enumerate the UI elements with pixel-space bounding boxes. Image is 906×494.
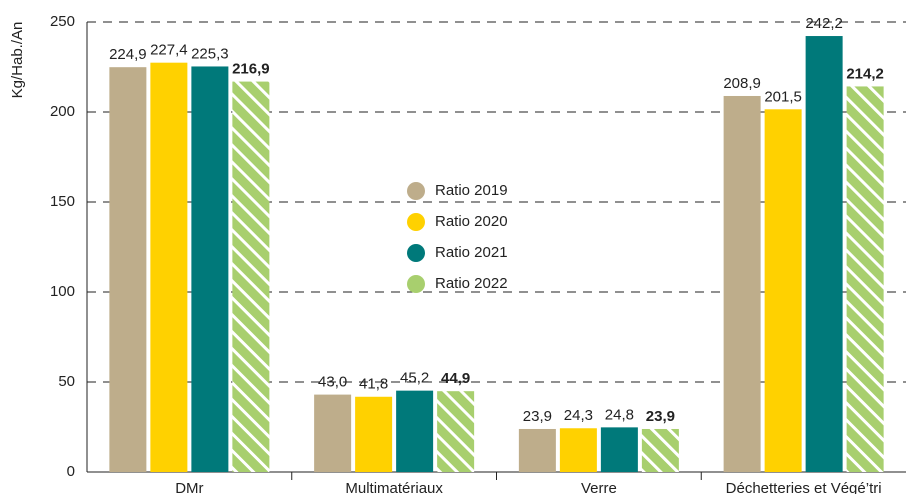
bar [109, 67, 147, 473]
value-label: 24,3 [564, 407, 593, 424]
value-label: 43,0 [318, 374, 347, 391]
y-tick-label: 250 [50, 13, 75, 30]
bar [764, 109, 802, 473]
y-tick-label: 50 [58, 373, 75, 390]
bar [723, 95, 761, 472]
bar [396, 390, 434, 472]
value-label: 201,5 [764, 88, 802, 105]
value-label: 242,2 [805, 15, 843, 32]
bar [641, 428, 679, 472]
bar [191, 66, 229, 473]
value-label: 216,9 [232, 61, 270, 78]
value-label: 41,8 [359, 376, 388, 393]
legend-label: Ratio 2020 [435, 213, 508, 230]
y-axis-label: Kg/Hab./An [9, 22, 26, 99]
value-label: 225,3 [191, 45, 229, 62]
x-tick-label: DMr [175, 480, 203, 494]
value-label: 208,9 [723, 75, 761, 92]
y-tick-label: 150 [50, 193, 75, 210]
bar [805, 36, 843, 472]
legend-swatch [407, 213, 425, 231]
legend-swatch [407, 244, 425, 262]
x-tick-label: Multimatériaux [345, 480, 443, 494]
bar [232, 81, 270, 472]
bar [150, 62, 188, 473]
bar [314, 394, 352, 472]
value-label: 224,9 [109, 46, 147, 63]
value-label: 227,4 [150, 42, 188, 59]
bar [559, 428, 597, 472]
bar [355, 396, 393, 472]
y-tick-label: 100 [50, 283, 75, 300]
legend-label: Ratio 2022 [435, 275, 508, 292]
y-tick-label: 200 [50, 103, 75, 120]
y-tick-label: 0 [67, 463, 75, 480]
value-label: 45,2 [400, 370, 429, 387]
legend-swatch [407, 275, 425, 293]
value-label: 23,9 [646, 408, 675, 425]
value-label: 23,9 [523, 408, 552, 425]
bar [518, 428, 556, 472]
x-tick-label: Verre [581, 480, 617, 494]
legend-label: Ratio 2021 [435, 244, 508, 261]
x-tick-label: Déchetteries et Végé’tri [726, 480, 882, 494]
value-label: 214,2 [846, 65, 884, 82]
value-label: 44,9 [441, 370, 470, 387]
value-label: 24,8 [605, 406, 634, 423]
bar [437, 391, 475, 472]
legend-swatch [407, 182, 425, 200]
bar [600, 427, 638, 472]
bar [846, 86, 884, 472]
legend-label: Ratio 2019 [435, 182, 508, 199]
